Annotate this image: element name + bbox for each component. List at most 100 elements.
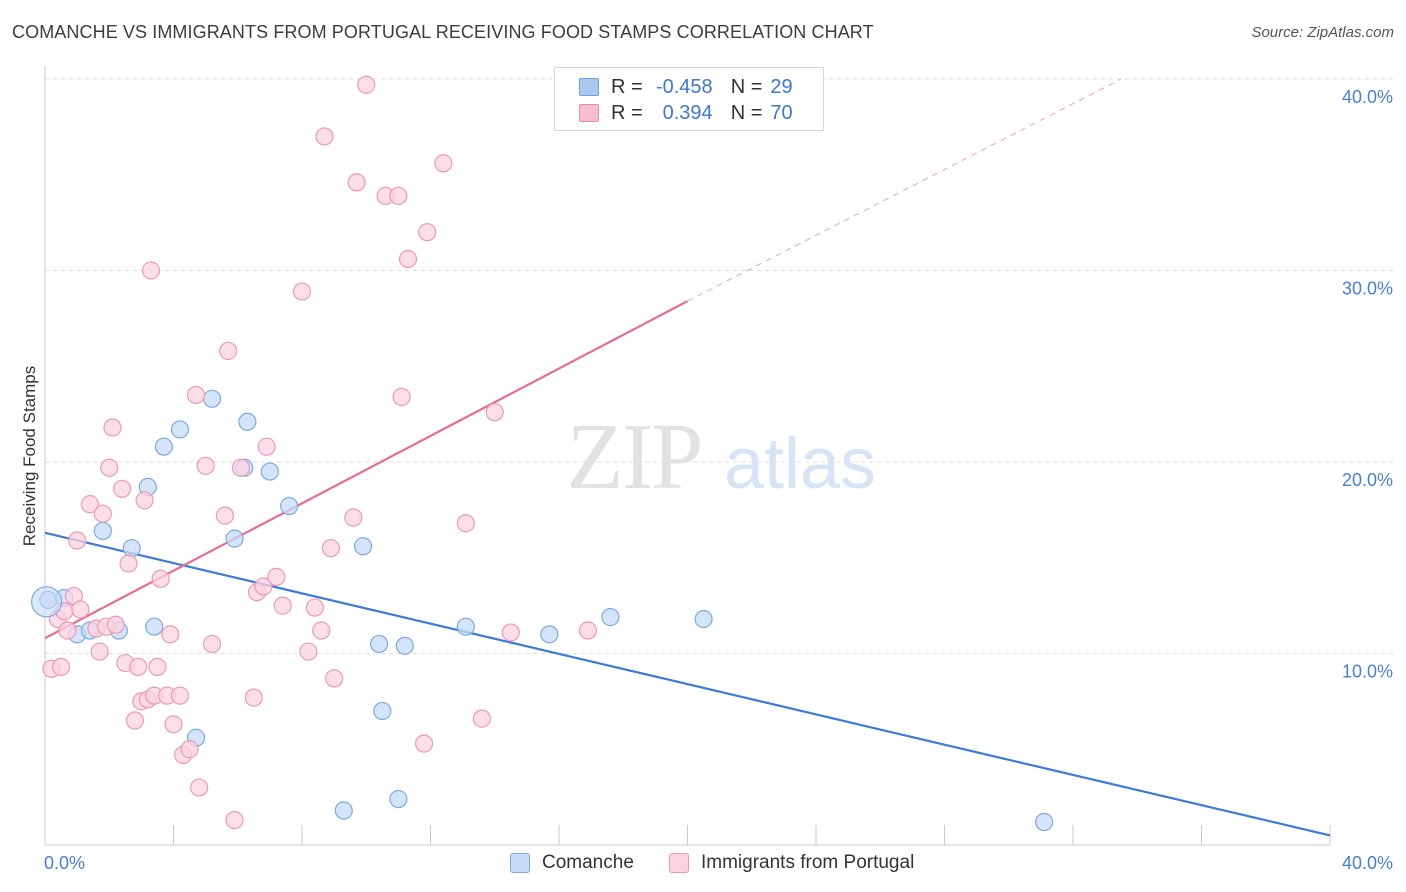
comanche-point xyxy=(170,420,190,439)
legend-label-comanche: Comanche xyxy=(542,852,634,873)
portugal-point xyxy=(106,615,125,634)
tick-labels: 10.0% 20.0% 30.0% 40.0% 0.0% 40.0% xyxy=(44,87,1393,873)
portugal-point xyxy=(357,75,376,94)
comanche-point xyxy=(370,634,389,654)
portugal-point xyxy=(51,657,71,677)
portugal-point xyxy=(231,458,251,477)
portugal-point xyxy=(398,249,418,269)
gridlines xyxy=(45,78,1395,654)
comanche-point xyxy=(238,412,257,431)
portugal-point xyxy=(125,711,145,730)
comanche-trend-line xyxy=(44,531,1331,837)
comanche-point xyxy=(154,437,173,456)
r-value: -0.458 xyxy=(655,75,713,98)
portugal-point xyxy=(219,341,238,361)
legend-swatch-comanche xyxy=(510,853,530,873)
portugal-point xyxy=(71,600,90,619)
portugal-point xyxy=(434,154,453,173)
portugal-point xyxy=(90,642,109,661)
portugal-point xyxy=(141,261,161,280)
comanche-point xyxy=(225,529,244,548)
portugal-point xyxy=(292,282,312,301)
n-value: 70 xyxy=(770,101,793,124)
watermark-atlas: atlas xyxy=(724,424,876,504)
y-tick-label: 40.0% xyxy=(1342,87,1393,107)
portugal-point xyxy=(100,458,119,477)
y-tick-label: 20.0% xyxy=(1342,470,1393,490)
y-tick-label: 30.0% xyxy=(1342,279,1393,299)
portugal-point xyxy=(58,621,77,640)
n-value: 29 xyxy=(770,75,793,98)
n-label: N = xyxy=(730,101,763,124)
comanche-point xyxy=(1034,812,1054,832)
chart-title: COMANCHE VS IMMIGRANTS FROM PORTUGAL REC… xyxy=(12,22,874,42)
portugal-point xyxy=(501,623,520,642)
portugal-point xyxy=(321,539,341,558)
portugal-point xyxy=(151,569,170,588)
r-value: 0.394 xyxy=(662,101,713,124)
portugal-point xyxy=(129,657,148,677)
portugal-trend-line xyxy=(44,300,689,640)
portugal-point xyxy=(418,223,437,242)
comanche-point xyxy=(260,462,279,481)
stats-row-portugal: R = 0.394 N = 70 xyxy=(555,100,793,126)
comanche-point xyxy=(202,389,222,408)
stats-legend: R = -0.458 N = 29 R = 0.394 N = 70 xyxy=(554,67,824,131)
x-tick-label: 0.0% xyxy=(44,853,85,873)
comanche-point xyxy=(122,539,141,558)
portugal-point xyxy=(215,506,234,525)
portugal-point xyxy=(119,554,138,573)
portugal-point xyxy=(148,657,167,677)
portugal-point xyxy=(202,634,222,654)
portugal-point xyxy=(164,715,183,734)
watermark-zip: ZIP xyxy=(567,405,702,509)
portugal-point xyxy=(135,491,154,510)
n-label: N = xyxy=(730,75,763,98)
portugal-point xyxy=(161,625,180,644)
portugal-point xyxy=(80,495,100,514)
comanche-point xyxy=(395,636,414,655)
portugal-point xyxy=(254,577,273,596)
portugal-point xyxy=(344,508,363,527)
r-label: R = xyxy=(611,75,643,98)
portugal-point xyxy=(257,437,276,456)
portugal-point xyxy=(112,479,132,498)
comanche-point xyxy=(540,625,559,644)
portugal-point xyxy=(325,669,344,688)
source-label: Source: ZipAtlas.com xyxy=(1251,24,1394,41)
comanche-point xyxy=(373,701,392,721)
comanche-point xyxy=(280,496,299,516)
portugal-point xyxy=(267,567,286,587)
portugal-point xyxy=(305,598,324,617)
comanche-point xyxy=(389,789,408,809)
comanche-point xyxy=(694,609,713,629)
comanche-swatch xyxy=(579,78,599,96)
data-points xyxy=(31,75,1054,832)
comanche-point xyxy=(31,586,63,618)
portugal-point xyxy=(299,642,318,661)
x-tick-label: 40.0% xyxy=(1342,853,1393,873)
comanche-point xyxy=(145,617,164,636)
legend-item-comanche: Comanche xyxy=(510,852,634,874)
portugal-point xyxy=(273,596,292,615)
portugal-point xyxy=(315,127,334,146)
portugal-point xyxy=(103,418,122,437)
portugal-point xyxy=(190,778,209,797)
axes xyxy=(44,66,1331,846)
comanche-point xyxy=(93,521,112,541)
comanche-point xyxy=(601,608,620,627)
series-legend: Comanche Immigrants from Portugal xyxy=(0,852,1406,878)
comanche-point xyxy=(456,617,475,636)
legend-item-portugal: Immigrants from Portugal xyxy=(669,852,914,874)
portugal-point xyxy=(389,186,408,205)
portugal-point xyxy=(93,504,112,523)
comanche-point xyxy=(334,801,353,820)
portugal-point xyxy=(312,621,331,640)
legend-swatch-portugal xyxy=(669,853,689,873)
portugal-point xyxy=(186,385,206,405)
y-tick-label: 10.0% xyxy=(1342,662,1393,682)
portugal-point xyxy=(485,403,504,422)
portugal-point xyxy=(414,734,434,753)
portugal-swatch xyxy=(579,104,599,122)
